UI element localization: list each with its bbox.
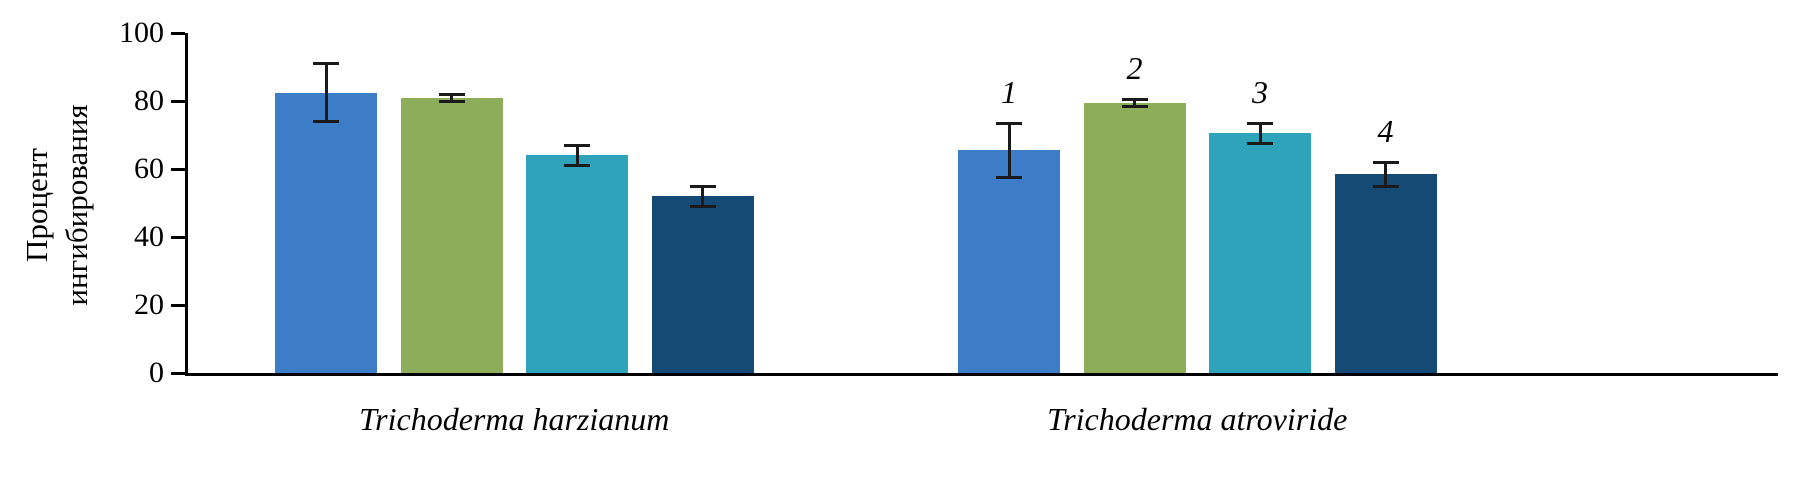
error-bar-line (1007, 123, 1011, 178)
y-tick-mark (171, 167, 185, 171)
y-tick-label: 100 (119, 16, 164, 49)
y-axis-title-line-2: ингибирования (59, 104, 94, 306)
error-bar-cap-bottom (438, 99, 465, 103)
y-tick-label: 40 (134, 220, 164, 253)
bar (1209, 133, 1311, 373)
y-tick-mark (171, 303, 185, 307)
y-axis-title-line-1: Процент (19, 148, 54, 262)
error-bar-cap-top (438, 92, 465, 96)
bar-annotation: 4 (1377, 113, 1394, 150)
error-bar-cap-bottom (313, 119, 339, 123)
y-tick-mark (171, 371, 185, 375)
plot-area: 0 20 40 60 80 100 Trichoderma harzianum 1 2 3 4 Tri… (119, 16, 1778, 437)
y-tick-mark (171, 31, 185, 35)
error-bar-line (575, 145, 579, 166)
error-bar-line (1258, 123, 1262, 144)
error-bar-line (1384, 162, 1387, 186)
bar (275, 92, 377, 373)
bar (1083, 102, 1186, 373)
x-group-label: Trichoderma harzianum (359, 401, 670, 437)
error-bar-cap-bottom (689, 204, 716, 208)
bar-annotation: 3 (1252, 74, 1268, 111)
bar-annotation: 1 (1001, 74, 1017, 111)
bar (400, 97, 503, 373)
error-bar-line (324, 63, 328, 122)
x-group-label: Trichoderma atroviride (1047, 401, 1348, 437)
error-bar-cap-bottom (1372, 184, 1399, 188)
error-bar-cap-top (313, 62, 339, 66)
y-tick-label: 0 (149, 356, 164, 389)
y-tick-mark (171, 235, 185, 239)
y-axis-title: Процент ингибирования (15, 0, 99, 415)
error-bar-cap-top (689, 184, 716, 188)
bar-annotation: 2 (1126, 50, 1143, 87)
error-bar-cap-bottom (996, 176, 1022, 179)
error-bar-cap-top (1121, 97, 1148, 101)
y-tick-label: 20 (134, 288, 164, 321)
error-bar-cap-top (1247, 121, 1273, 125)
y-tick-label: 80 (134, 84, 164, 117)
error-bar-line (1133, 99, 1136, 107)
error-bar-cap-top (996, 121, 1022, 125)
bar (1334, 174, 1437, 373)
error-bar-cap-bottom (1121, 104, 1148, 108)
bar (651, 196, 754, 373)
error-bar-cap-top (1372, 160, 1399, 164)
error-bar-cap-bottom (564, 164, 590, 168)
error-bar-line (701, 186, 704, 207)
bar (958, 150, 1060, 373)
error-bar-cap-top (564, 143, 590, 147)
y-tick-mark (171, 99, 185, 103)
error-bar-cap-bottom (1247, 142, 1273, 145)
error-bar-line (450, 94, 453, 101)
bar (526, 155, 628, 373)
y-tick-label: 60 (134, 152, 164, 185)
